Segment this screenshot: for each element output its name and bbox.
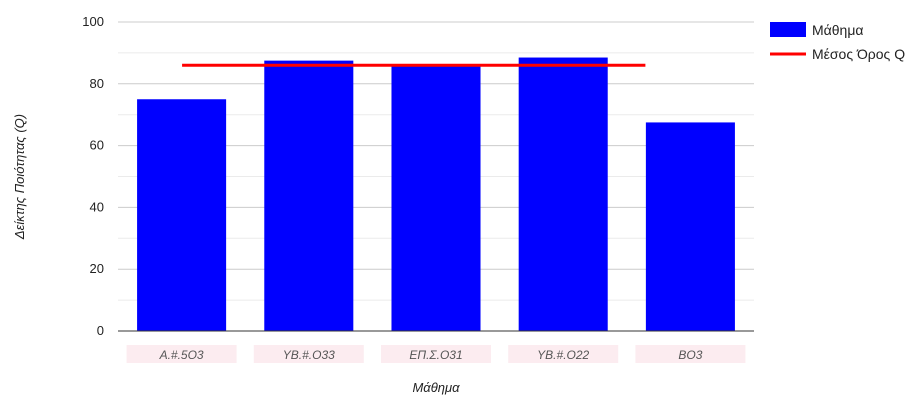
x-category-label: Α.#.5Ο3 [159,348,204,362]
y-axis-title: Δείκτης Ποιότητας (Q) [12,114,27,240]
y-tick-label: 0 [97,323,104,338]
x-axis-title: Μάθημα [412,380,460,395]
x-category-label: ΒΟ3 [678,348,702,362]
x-category-label: ΥΒ.#.Ο33 [283,348,335,362]
x-axis-categories: Α.#.5Ο3 ΥΒ.#.Ο33 ΕΠ.Σ.Ο31 ΥΒ.#.Ο22 ΒΟ3 [126,345,746,363]
y-tick-label: 60 [90,138,104,153]
bar [518,57,608,331]
bar [645,122,735,331]
y-axis-ticks: 0 20 40 60 80 100 [82,14,104,338]
category-label-smudge [508,345,619,363]
legend: Μάθημα Μέσος Όρος Q [770,22,905,62]
legend-label-line: Μέσος Όρος Q [812,46,905,62]
y-tick-label: 40 [90,199,104,214]
legend-swatch-bars [770,22,806,37]
category-label-smudge [126,345,237,363]
bars [137,57,735,331]
category-label-smudge [635,345,746,363]
x-category-label: ΕΠ.Σ.Ο31 [409,348,462,362]
bar [391,65,481,331]
bar [137,99,227,331]
legend-label-bars: Μάθημα [812,22,864,38]
y-tick-label: 100 [82,14,104,29]
y-tick-label: 20 [90,261,104,276]
x-category-label: ΥΒ.#.Ο22 [537,348,589,362]
category-label-smudge [253,345,364,363]
category-label-smudge [381,345,491,363]
y-tick-label: 80 [90,76,104,91]
bar [264,60,354,331]
